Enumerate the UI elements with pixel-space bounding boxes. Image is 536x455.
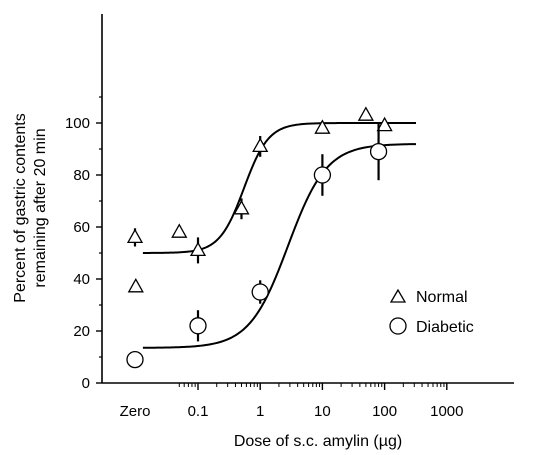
data-point-normal bbox=[233, 199, 250, 215]
data-point-normal bbox=[171, 223, 188, 238]
x-tick-label: 1000 bbox=[430, 403, 463, 420]
data-point-diabetic bbox=[313, 166, 332, 184]
x-tick-label: 0.1 bbox=[188, 403, 209, 420]
data-point-normal bbox=[189, 241, 207, 257]
data-point-diabetic bbox=[251, 283, 269, 301]
y-tick-label: 20 bbox=[73, 323, 90, 340]
y-tick-label: 100 bbox=[65, 115, 90, 132]
legend: Normal Diabetic bbox=[389, 288, 474, 336]
x-tick-label: 10 bbox=[314, 403, 331, 420]
data-point-diabetic bbox=[189, 317, 207, 335]
y-tick-label: 0 bbox=[82, 375, 90, 392]
legend-item-diabetic: Diabetic bbox=[389, 317, 474, 336]
y-tick-label: 60 bbox=[73, 219, 90, 236]
data-point-normal bbox=[376, 116, 393, 132]
data-point-normal bbox=[357, 106, 374, 121]
x-tick-label: 100 bbox=[372, 403, 397, 420]
x-axis: Zero 0.1 1 10 100 1000 bbox=[102, 382, 514, 420]
legend-triangle-icon bbox=[389, 288, 407, 303]
fit-curve-normal bbox=[142, 122, 417, 254]
x-axis-label: Dose of s.c. amylin (µg) bbox=[234, 433, 402, 450]
legend-label-diabetic: Diabetic bbox=[416, 319, 474, 336]
legend-circle-icon bbox=[389, 317, 407, 335]
y-axis: 0 20 40 60 80 100 bbox=[65, 14, 103, 392]
legend-label-normal: Normal bbox=[416, 289, 468, 306]
data-point-normal bbox=[126, 228, 144, 244]
data-point-normal bbox=[127, 277, 144, 293]
data-point-diabetic bbox=[126, 350, 144, 369]
y-tick-label: 40 bbox=[73, 271, 90, 288]
data-point-diabetic bbox=[369, 142, 388, 161]
data-point-normal bbox=[252, 137, 269, 153]
x-tick-label: Zero bbox=[120, 403, 151, 420]
y-tick-label: 80 bbox=[73, 167, 90, 184]
fit-curve-diabetic bbox=[142, 143, 417, 349]
data-point-normal bbox=[314, 119, 331, 134]
plot-area bbox=[126, 106, 417, 369]
y-axis-label-line-2: remaining after 20 min bbox=[32, 128, 49, 287]
y-axis-label-line-1: Percent of gastric contents bbox=[12, 113, 29, 302]
x-tick-label: 1 bbox=[256, 403, 264, 420]
legend-item-normal: Normal bbox=[389, 288, 468, 306]
y-axis-label: Percent of gastric contents remaining af… bbox=[12, 113, 49, 302]
